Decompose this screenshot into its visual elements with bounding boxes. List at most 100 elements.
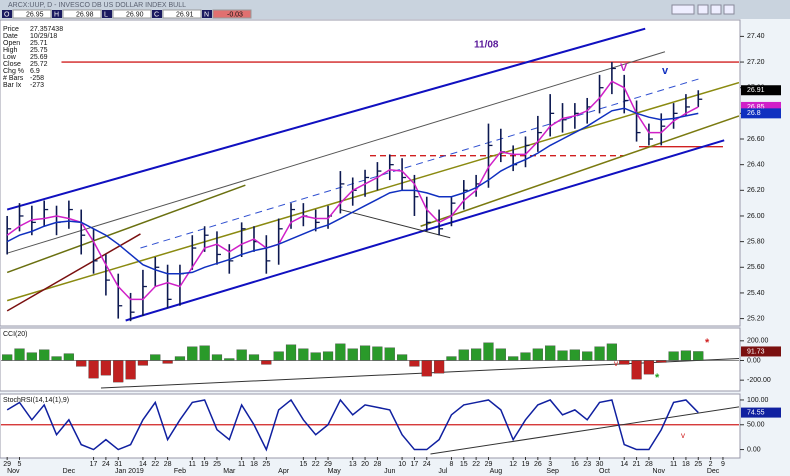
- cci-bar: [606, 343, 617, 361]
- field-box: [112, 9, 152, 19]
- x-tick-label: 15: [299, 461, 307, 468]
- readout: 26.8: [747, 110, 761, 117]
- cci-bar: [557, 350, 568, 361]
- y-tick-label: 26.60: [747, 136, 765, 143]
- month-label: Dec: [63, 468, 76, 475]
- info-value: -258: [30, 75, 44, 82]
- cci-bar: [150, 354, 161, 361]
- x-tick-label: 24: [102, 461, 110, 468]
- cci-bar: [26, 352, 37, 361]
- y-tick-label: 25.60: [747, 264, 765, 271]
- cci-bar: [409, 360, 420, 367]
- annotation: v: [681, 431, 685, 440]
- info-label: Chg %: [3, 68, 24, 75]
- cci-bar: [693, 351, 704, 361]
- x-tick-label: 16: [571, 461, 579, 468]
- y-tick-label: 0.00: [747, 446, 761, 453]
- cci-bar: [483, 342, 494, 361]
- series-line: [6, 80, 699, 301]
- x-tick-label: 24: [423, 461, 431, 468]
- y-tick-label: 27.40: [747, 33, 765, 40]
- x-tick-label: 9: [721, 461, 725, 468]
- month-label: Feb: [174, 468, 186, 475]
- x-tick-label: 25: [213, 461, 221, 468]
- cci-bar: [594, 346, 605, 361]
- toolbar-button[interactable]: [697, 4, 709, 15]
- cci-bar: [14, 348, 25, 361]
- panel-layer: [6, 27, 739, 322]
- x-tick-label: 20: [361, 461, 369, 468]
- cci-bar: [532, 348, 543, 361]
- month-label: Apr: [278, 468, 290, 475]
- field-label-box: [102, 10, 112, 18]
- header-fields: O 26.95 H 26.98 L 26.90 C 26.91 N -0.03: [2, 9, 252, 19]
- trend-line: [6, 27, 646, 211]
- cci-bar: [174, 356, 186, 361]
- cci-bar: [335, 343, 346, 361]
- cci-bar: [508, 356, 519, 361]
- readout: 26.85: [747, 104, 765, 111]
- trend-line: [420, 115, 739, 227]
- month-label: May: [328, 468, 342, 475]
- toolbar-button[interactable]: [671, 4, 695, 15]
- field-box: [212, 9, 252, 19]
- cci-bar: [88, 360, 99, 379]
- cci-bar: [322, 351, 334, 361]
- trend-line: [140, 78, 700, 249]
- field-label: C: [154, 11, 159, 18]
- x-tick-label: 18: [682, 461, 690, 468]
- readout-box: [741, 346, 781, 357]
- field-box: [12, 9, 52, 19]
- cci-bar: [2, 354, 13, 361]
- field-value: 26.91: [176, 11, 194, 18]
- cci-bar: [39, 349, 50, 361]
- x-tick-label: 22: [151, 461, 159, 468]
- series-line: [6, 107, 699, 275]
- month-label: Jun: [384, 468, 395, 475]
- trend-line: [7, 51, 666, 254]
- trend-line: [125, 139, 725, 322]
- x-tick-label: 30: [596, 461, 604, 468]
- month-label: Nov: [7, 468, 20, 475]
- month-label: Nov: [653, 468, 666, 475]
- toolbar-button[interactable]: [723, 4, 735, 15]
- x-tick-label: 28: [645, 461, 653, 468]
- field-value: 26.90: [126, 11, 144, 18]
- stochrsi-panel: [0, 393, 741, 459]
- cci-bar: [261, 360, 272, 365]
- y-tick-label: -200.00: [747, 377, 771, 384]
- cci-bar: [421, 360, 432, 377]
- cci-bar: [495, 348, 506, 361]
- field-label: O: [4, 11, 10, 18]
- cci-bar: [125, 360, 136, 380]
- annotation: V: [620, 62, 628, 74]
- readout: 26.91: [747, 87, 765, 94]
- toolbar-button[interactable]: [710, 4, 722, 15]
- x-tick-label: 25: [694, 461, 702, 468]
- readout-box: [741, 85, 781, 96]
- readout: 74.55: [747, 409, 765, 416]
- month-label: Dec: [707, 468, 720, 475]
- cci-bar: [359, 345, 371, 361]
- x-tick-label: 17: [90, 461, 98, 468]
- field-value: 26.95: [26, 11, 44, 18]
- info-label: # Bars: [3, 75, 24, 82]
- cci-bar: [162, 360, 173, 364]
- cci-bar: [545, 345, 556, 361]
- cci-bar: [582, 351, 593, 361]
- info-label: Low: [3, 54, 17, 61]
- x-tick-label: 8: [449, 461, 453, 468]
- y-tick-label: 25.80: [747, 238, 765, 245]
- x-tick-label: 25: [262, 461, 270, 468]
- cci-bar: [211, 354, 223, 361]
- info-label: High: [3, 47, 18, 54]
- x-tick-label: 21: [633, 461, 641, 468]
- month-label: Mar: [223, 468, 236, 475]
- month-label: Aug: [490, 468, 503, 475]
- month-label: Jan 2019: [115, 468, 144, 475]
- cci-bar: [619, 360, 630, 365]
- y-tick-label: 100.00: [747, 397, 769, 404]
- month-label: Sep: [546, 468, 559, 475]
- cci-bar: [285, 344, 297, 361]
- x-tick-label: 28: [374, 461, 382, 468]
